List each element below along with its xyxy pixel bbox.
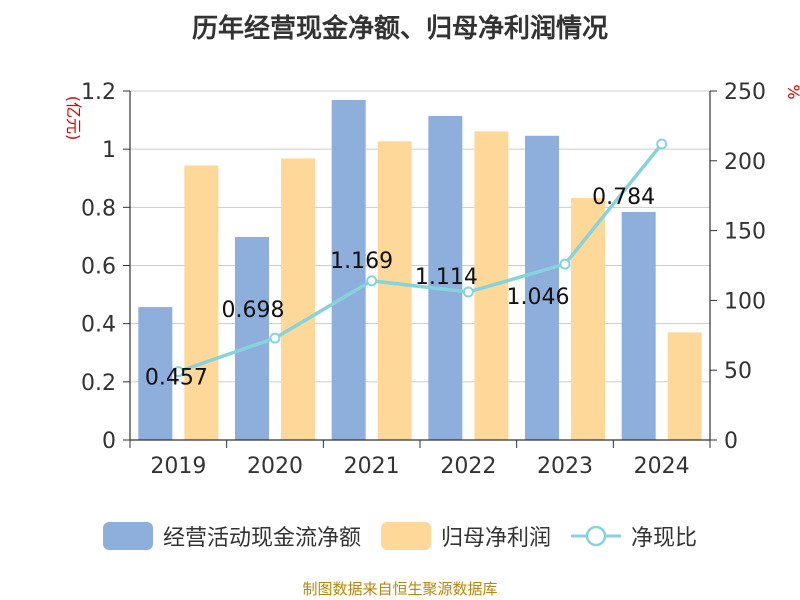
legend-swatch-ratio xyxy=(571,522,621,550)
y-right-tick-label: 50 xyxy=(724,359,752,384)
x-tick-label: 2024 xyxy=(634,454,690,479)
legend-label-ratio: 净现比 xyxy=(631,526,698,551)
x-tick-label: 2020 xyxy=(247,454,303,479)
data-labels: 0.457 0.698 1.169 1.114 1.046 0.784 xyxy=(145,185,655,391)
bar-net-profit xyxy=(281,158,315,440)
source-note: 制图数据来自恒生聚源数据库 xyxy=(302,580,498,598)
y-left-tick-label: 0.8 xyxy=(81,196,116,221)
y-right-tick-label: 0 xyxy=(724,429,738,454)
bar-operating-cash xyxy=(525,135,559,440)
x-tick-label: 2021 xyxy=(344,454,400,479)
bar-net-profit xyxy=(184,165,219,440)
y-right-tick-label: 150 xyxy=(724,220,766,245)
bar-net-profit xyxy=(377,141,412,441)
data-label-operating-cash: 1.114 xyxy=(415,265,478,290)
legend-item-ratio[interactable]: 净现比 xyxy=(571,520,697,552)
x-tick-label: 2019 xyxy=(150,454,206,479)
legend-item-operating-cash[interactable]: 经营活动现金流净额 xyxy=(102,520,361,552)
ratio-line-series xyxy=(172,138,668,378)
chart-title: 历年经营现金净额、归母净利润情况 xyxy=(191,14,608,44)
legend-label-operating-cash: 经营活动现金流净额 xyxy=(162,526,361,551)
ratio-point xyxy=(269,332,281,344)
ratio-point xyxy=(656,138,668,150)
axes: 0 0.2 0.4 0.6 0.8 1 1.2 0 50 100 150 200 250 (亿元)% 201… xyxy=(64,80,800,479)
bar-operating-cash xyxy=(235,236,269,440)
bar-net-profit xyxy=(667,332,702,440)
y-left-tick-label: 1.2 xyxy=(81,80,116,105)
legend: 经营活动现金流净额 归母净利润 净现比 xyxy=(0,518,800,554)
y-left-tick-label: 1 xyxy=(102,138,116,163)
ratio-line xyxy=(177,142,664,374)
y-right-unit: % xyxy=(784,84,800,99)
x-tick-label: 2022 xyxy=(440,454,496,479)
legend-swatch-net-profit xyxy=(380,522,431,550)
bar-operating-cash xyxy=(331,100,366,440)
y-left-tick-label: 0.2 xyxy=(81,371,116,396)
data-label-operating-cash: 1.046 xyxy=(507,285,570,310)
y-right-tick-label: 100 xyxy=(724,289,766,314)
data-label-operating-cash: 0.784 xyxy=(592,185,655,210)
legend-swatch-operating-cash xyxy=(102,522,153,550)
ratio-point xyxy=(172,366,184,378)
ratio-point xyxy=(366,275,378,287)
legend-item-net-profit[interactable]: 归母净利润 xyxy=(380,520,551,552)
y-left-tick-label: 0.4 xyxy=(81,313,116,338)
y-right-tick-label: 250 xyxy=(724,80,766,105)
data-label-operating-cash: 1.169 xyxy=(330,249,393,274)
bar-series xyxy=(138,100,702,441)
x-tick-label: 2023 xyxy=(537,454,593,479)
y-left-tick-label: 0 xyxy=(102,429,116,454)
bar-operating-cash xyxy=(138,307,173,440)
data-label-operating-cash: 0.698 xyxy=(222,298,285,323)
ratio-point xyxy=(559,258,571,270)
y-right-tick-label: 200 xyxy=(724,150,766,175)
ratio-point xyxy=(462,286,474,298)
bar-operating-cash xyxy=(428,116,463,441)
y-left-unit: (亿元) xyxy=(64,96,83,141)
legend-label-net-profit: 归母净利润 xyxy=(440,526,551,551)
y-left-tick-label: 0.6 xyxy=(81,255,116,280)
bar-operating-cash xyxy=(621,211,656,440)
bar-net-profit xyxy=(571,198,605,440)
data-label-operating-cash: 0.457 xyxy=(145,366,208,391)
